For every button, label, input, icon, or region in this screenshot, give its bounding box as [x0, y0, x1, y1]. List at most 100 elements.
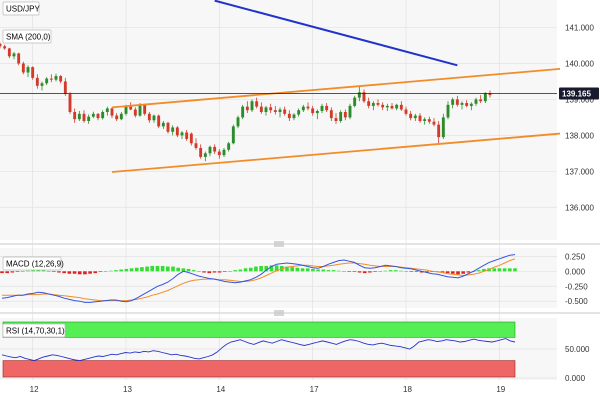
macd-histogram-bar: [311, 268, 315, 272]
candle-body: [269, 107, 273, 111]
macd-histogram-bar: [67, 271, 72, 274]
macd-histogram-bar: [46, 271, 51, 272]
macd-histogram-bar: [357, 271, 362, 273]
macd-histogram-bar: [254, 266, 258, 272]
panel-resize-handle[interactable]: [274, 241, 284, 247]
macd-histogram-bar: [228, 271, 232, 272]
macd-histogram-bar: [114, 270, 118, 272]
current-price-tag: 139.165: [559, 87, 599, 100]
candle-body: [483, 92, 487, 102]
candle-body: [180, 132, 184, 136]
candle-body: [348, 105, 352, 118]
candle-body: [460, 103, 464, 105]
candle-body: [133, 109, 137, 116]
macd-histogram-bar: [134, 267, 139, 272]
candle-body: [12, 53, 16, 57]
candle-body: [357, 92, 361, 98]
candle-body: [381, 104, 385, 108]
panel-resize-handle[interactable]: [274, 310, 284, 316]
candle-body: [479, 99, 483, 102]
macd-histogram-bar: [207, 271, 212, 274]
sma-indicator-tag[interactable]: SMA (200,0): [2, 29, 52, 44]
candle-body: [395, 104, 399, 109]
candle-body: [488, 92, 492, 96]
candle-body: [245, 106, 249, 111]
candle-body: [334, 118, 338, 121]
macd-histogram-bar: [72, 271, 77, 274]
macd-histogram-bar: [52, 271, 56, 272]
macd-histogram-bar: [295, 267, 300, 272]
macd-histogram-bar: [36, 270, 41, 272]
macd-histogram-bar: [264, 265, 269, 272]
candle-body: [474, 99, 478, 104]
macd-histogram-bar: [155, 265, 160, 272]
candle-body: [115, 115, 119, 120]
macd-histogram-bar: [26, 270, 30, 272]
candle-body: [26, 67, 30, 73]
candle-body: [465, 103, 469, 106]
macd-histogram-bar: [109, 270, 113, 272]
macd-histogram-bar: [31, 270, 35, 272]
macd-histogram-bar: [285, 266, 289, 272]
candle-body: [7, 48, 11, 57]
macd-histogram-bar: [5, 271, 9, 274]
channel-lower-line: [111, 132, 561, 173]
macd-histogram-bar: [419, 271, 424, 273]
candle-body: [423, 119, 427, 121]
rsi-y-tick-label: 50.000: [565, 345, 590, 354]
overlay-lines-layer: [111, 0, 561, 173]
sma-200-line: [214, 0, 458, 67]
macd-histogram-bar: [160, 265, 165, 272]
candle-body: [208, 146, 212, 154]
rsi-indicator-tag[interactable]: RSI (14,70,30,1): [2, 323, 66, 338]
macd-histogram-bar: [181, 268, 186, 272]
candle-body: [217, 151, 221, 156]
candle-body: [273, 110, 277, 113]
macd-histogram-bar: [15, 271, 20, 272]
macd-histogram-bar: [352, 271, 357, 272]
candle-body: [287, 113, 291, 119]
symbol-tag[interactable]: USD/JPY: [2, 1, 40, 16]
price-panel: [0, 0, 557, 240]
candle-body: [73, 112, 77, 120]
channel-upper-line: [111, 67, 561, 109]
macd-histogram-bar: [269, 265, 274, 272]
macd-histogram-bar: [342, 271, 346, 272]
rsi-y-tick-label: 0.000: [565, 374, 586, 383]
macd-y-tick-label: -0.250: [565, 282, 588, 291]
macd-histogram-bar: [337, 270, 341, 272]
candle-body: [399, 104, 403, 110]
macd-histogram-bar: [248, 267, 253, 272]
candle-body: [432, 121, 436, 125]
rsi-overbought-zone: [2, 321, 516, 338]
macd-histogram-bar: [290, 267, 294, 272]
candle-body: [329, 110, 333, 119]
candle-body: [77, 113, 81, 120]
macd-histogram-bar: [129, 268, 134, 272]
macd-histogram-bar: [440, 271, 445, 273]
macd-line: [1, 254, 516, 303]
candle-body: [21, 63, 25, 73]
macd-histogram-bar: [62, 271, 66, 274]
candle-body: [385, 105, 389, 108]
macd-histogram-bar: [98, 271, 103, 272]
macd-histogram-bar: [233, 270, 237, 272]
macd-y-tick-label: -0.500: [565, 297, 588, 306]
macd-histogram-bar: [166, 266, 170, 272]
macd-histogram-bar: [362, 271, 367, 274]
macd-histogram-bar: [399, 270, 403, 272]
candle-body: [63, 81, 67, 95]
macd-histogram-bar: [223, 271, 227, 272]
y-tick-label: 138.000: [565, 131, 594, 140]
macd-histogram-bar: [274, 265, 279, 272]
candle-body: [101, 112, 105, 119]
macd-signal-line: [2, 258, 516, 302]
macd-histogram-bar: [88, 271, 92, 274]
candle-body: [343, 112, 347, 118]
candle-body: [427, 119, 431, 122]
macd-y-tick-label: 0.250: [565, 252, 586, 261]
macd-indicator-tag[interactable]: MACD (12,26,9): [2, 256, 64, 271]
x-tick-label: 14: [216, 385, 225, 394]
